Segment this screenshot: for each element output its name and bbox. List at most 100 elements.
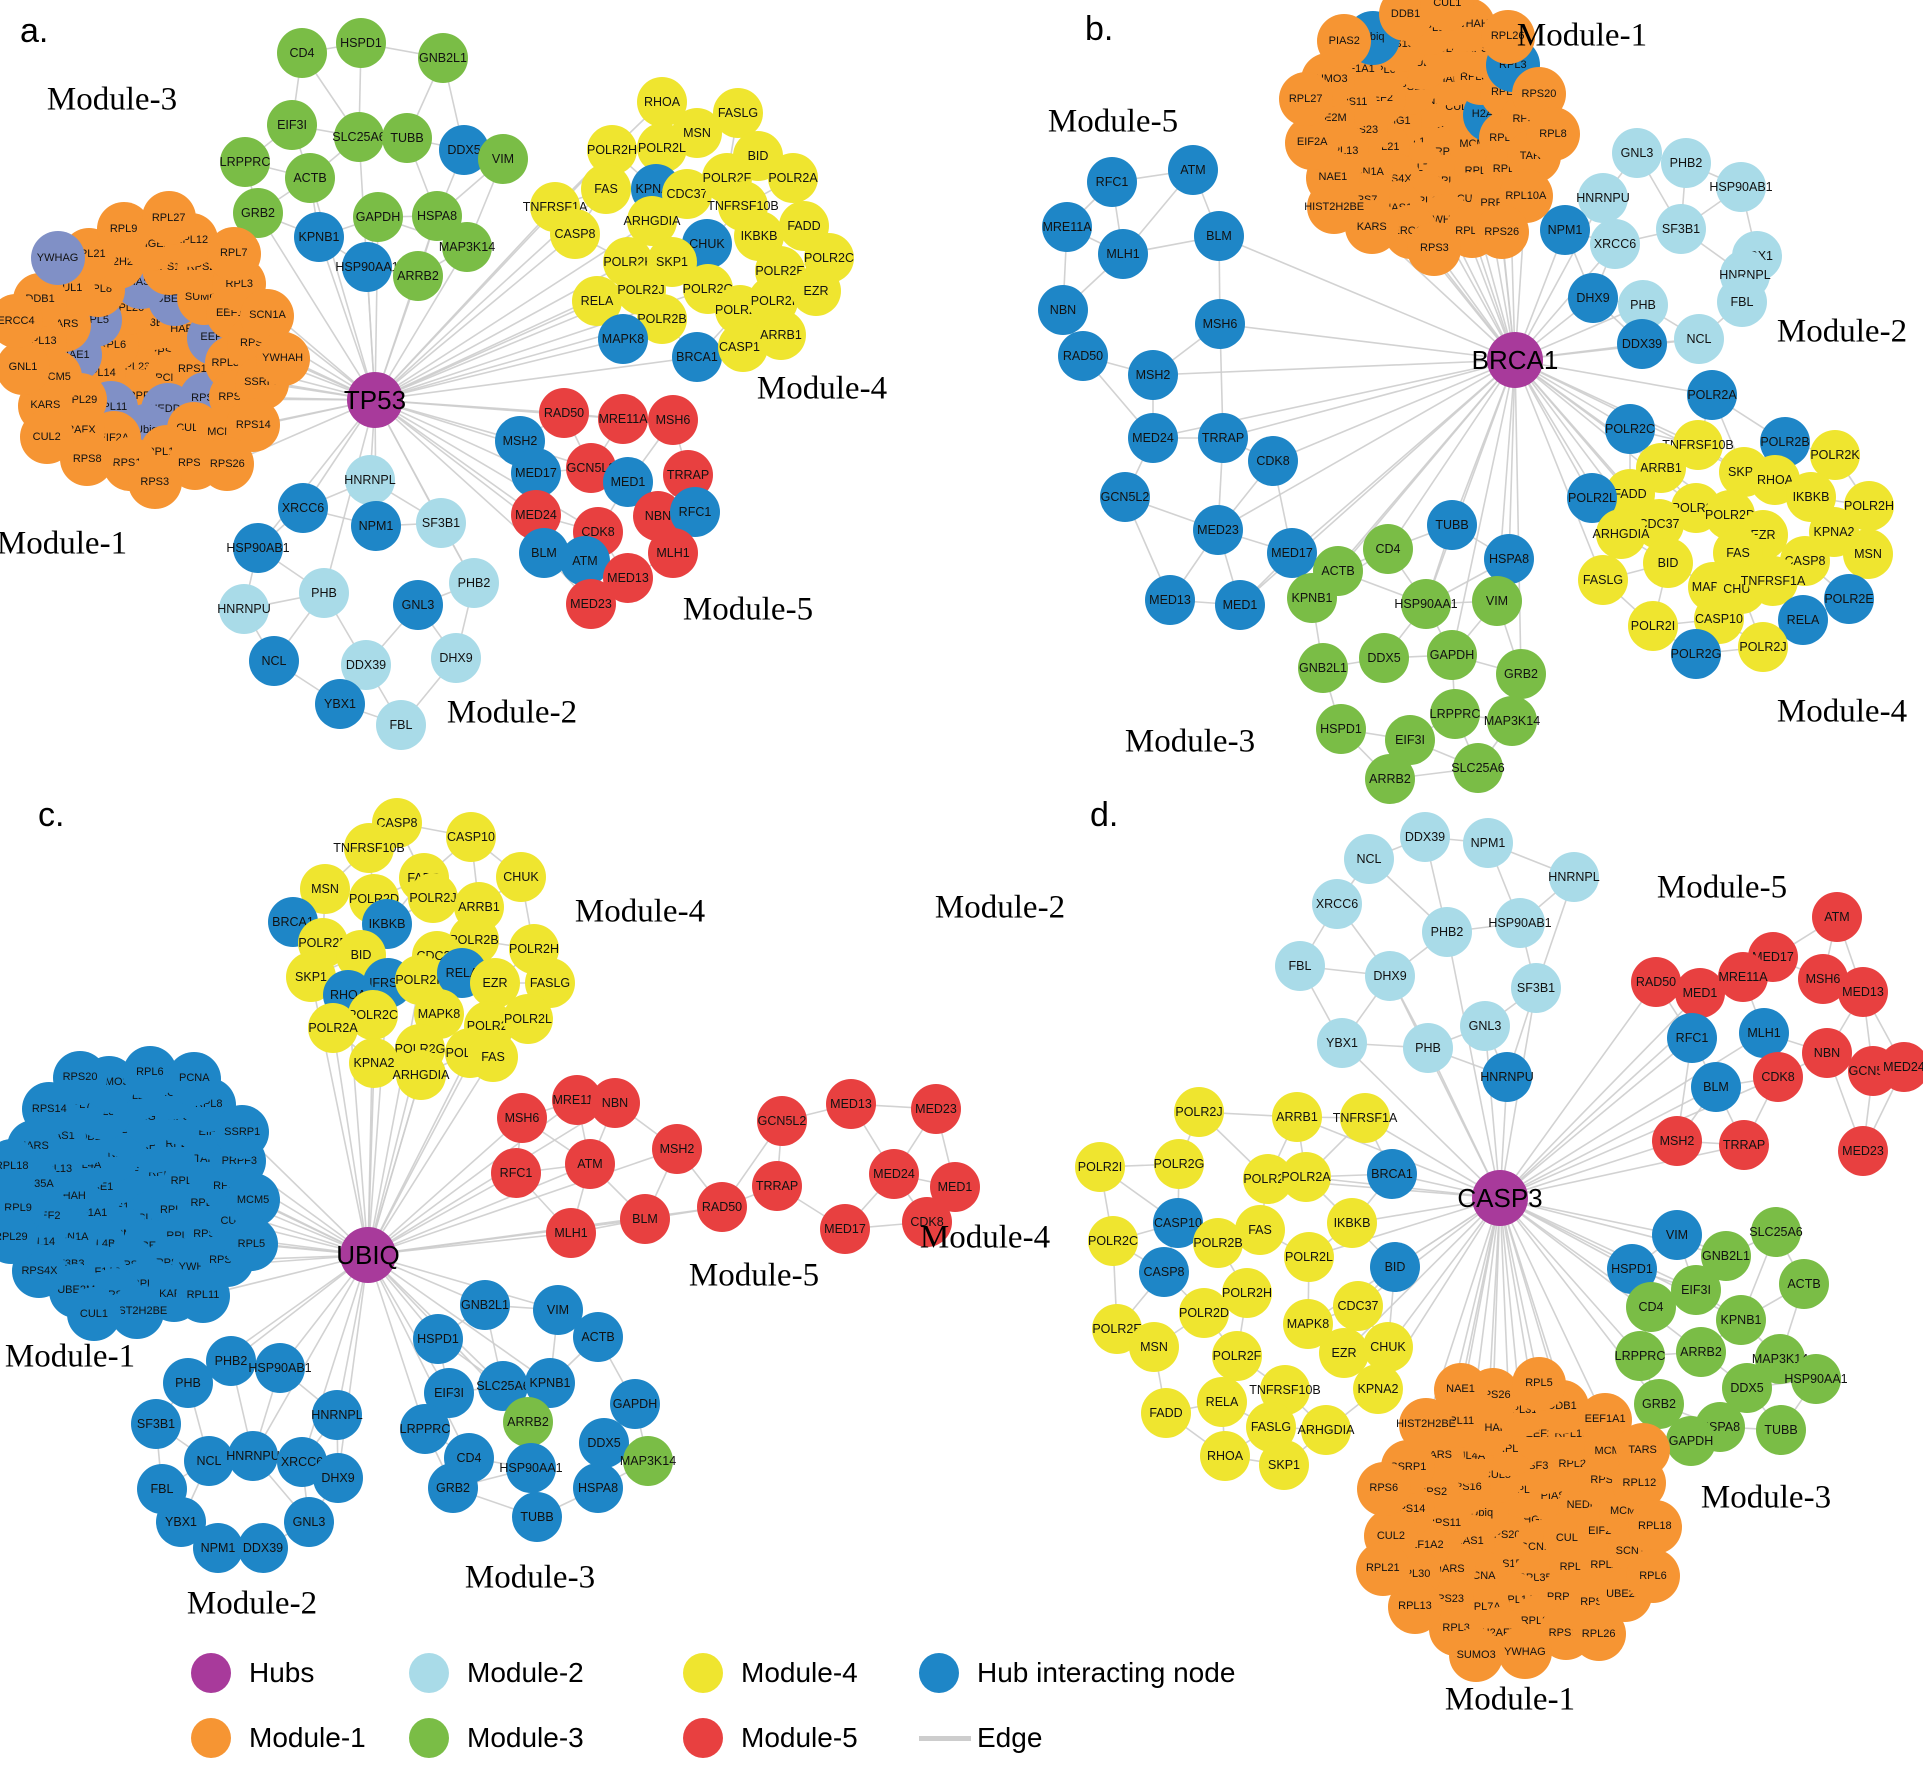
network-node: RPL29 (0, 1210, 38, 1265)
network-node: POLR2A (1687, 370, 1737, 420)
network-node: RPL6 (1625, 1549, 1680, 1604)
network-node: DDX39 (1400, 812, 1450, 862)
network-node: HNRNPL (1548, 852, 1600, 902)
network-node: FASLG (1578, 555, 1628, 605)
network-node: GAPDH (1666, 1416, 1716, 1466)
network-node: HSP90AB1 (1709, 162, 1773, 212)
network-node: MSN (1843, 529, 1893, 579)
module-label: Module-5 (682, 591, 814, 628)
network-node: POLR2L (1284, 1232, 1334, 1282)
network-node: PHB (299, 568, 349, 618)
network-node: GCN5L2 (1100, 472, 1150, 522)
network-node: FBL (376, 700, 426, 750)
network-node: RPL21 (1355, 1541, 1410, 1596)
network-node: CASP8 (1139, 1247, 1189, 1297)
network-node: FBL (1275, 941, 1325, 991)
module-label: Module-1 (4, 1338, 136, 1375)
network-node: ATM (1812, 892, 1862, 942)
network-node: MED1 (930, 1162, 980, 1212)
network-node: RPL26 (1571, 1607, 1626, 1662)
network-node: RPL8 (1526, 107, 1581, 162)
network-node: CD4 (277, 28, 327, 78)
network-node: KPNA2 (349, 1038, 399, 1088)
module-label: Module-4 (574, 893, 706, 930)
network-node: NBN (590, 1078, 640, 1128)
network-node: BID (1370, 1242, 1420, 1292)
network-node: RAD50 (539, 388, 589, 438)
network-node: MED24 (869, 1149, 919, 1199)
network-node: ARHGDIA (1593, 509, 1649, 559)
network-node: MED24 (1128, 413, 1178, 463)
network-node: RELA (1778, 595, 1828, 645)
network-node: HSPD1 (1316, 704, 1366, 754)
network-node: ACTB (285, 153, 335, 203)
network-node: POLR2A (308, 1003, 358, 1053)
network-node: GAPDH (610, 1379, 660, 1429)
network-node: TUBB (382, 113, 432, 163)
network-node: YBX1 (315, 679, 365, 729)
network-node: GNL3 (393, 580, 443, 630)
network-node: POLR2J (1738, 622, 1788, 672)
module-label: Module-2 (186, 1585, 318, 1622)
network-node: BLM (1194, 211, 1244, 261)
network-node: HSPA8 (573, 1463, 623, 1513)
network-node: TRRAP (1719, 1120, 1769, 1170)
network-node: TNFRSF10B (333, 823, 405, 873)
network-node: HSP90AB1 (248, 1343, 312, 1393)
network-node: RPL9 (96, 202, 151, 257)
module-label: Module-1 (1516, 17, 1648, 54)
network-node: RAD50 (1058, 331, 1108, 381)
network-node: POLR2J (1174, 1087, 1224, 1137)
network-node: MED17 (511, 448, 561, 498)
network-node: SUMO3 (1449, 1628, 1504, 1683)
network-node: FAS (468, 1032, 518, 1082)
network-node: EIF2A (1285, 115, 1340, 170)
network-node: ARHGDIA (1298, 1405, 1354, 1455)
network-node: POLR2K (1810, 430, 1860, 480)
network-node: ARRB2 (503, 1397, 553, 1447)
network-node: RPL27 (141, 191, 196, 246)
network-node: MAP3K14 (620, 1436, 676, 1486)
network-node: MSH2 (652, 1124, 702, 1174)
legend-swatch-m3 (409, 1718, 449, 1758)
network-node: NAE1 (1433, 1362, 1488, 1417)
network-node: SF3B1 (131, 1399, 181, 1449)
network-node: POLR2L (637, 123, 687, 173)
network-node: DHX9 (1365, 951, 1415, 1001)
network-node: RFC1 (1087, 157, 1137, 207)
network-node: CHUK (496, 852, 546, 902)
network-node: RFC1 (491, 1148, 541, 1198)
network-node: NBN (1038, 285, 1088, 335)
network-node: RPS3 (127, 455, 182, 510)
network-node: HSP90AA1 (1394, 579, 1458, 629)
network-node: RPS20 (53, 1050, 108, 1105)
network-node: ARRB1 (756, 310, 806, 360)
network-node: EZR (791, 266, 841, 316)
network-node: HNRNPU (1576, 173, 1630, 223)
network-node: POLR2D (1179, 1288, 1229, 1338)
network-node: POLR2A (1281, 1152, 1331, 1202)
legend-swatch-m1 (191, 1718, 231, 1758)
network-node: KPNB1 (294, 212, 344, 262)
legend-label: Hub interacting node (977, 1657, 1236, 1688)
legend-edge-sample (919, 1736, 971, 1741)
module-label: Module-5 (1047, 103, 1179, 140)
network-node: PHB (1618, 280, 1668, 330)
hub-node-casp3: CASP3 (1457, 1170, 1543, 1226)
network-node: YWHAG (1497, 1625, 1552, 1680)
network-node: KPNA2 (1353, 1364, 1403, 1414)
network-node: POLR2A (768, 153, 818, 203)
network-node: KPNB1 (1287, 573, 1337, 623)
network-node: RHOA (1200, 1431, 1250, 1481)
network-node: XRCC6 (1312, 879, 1362, 929)
network-node: MAP3K14 (439, 222, 495, 272)
network-node: RPL5 (224, 1217, 279, 1272)
network-node: SKP1 (1259, 1440, 1309, 1490)
network-node: MED23 (566, 579, 616, 629)
module-label: Module-5 (688, 1257, 820, 1294)
panel-letter: d. (1090, 796, 1119, 834)
network-node: LRPPRC (1430, 689, 1480, 739)
network-node: PHB2 (206, 1336, 256, 1386)
network-node: MLH1 (546, 1208, 596, 1258)
legend-label: Edge (977, 1722, 1043, 1753)
